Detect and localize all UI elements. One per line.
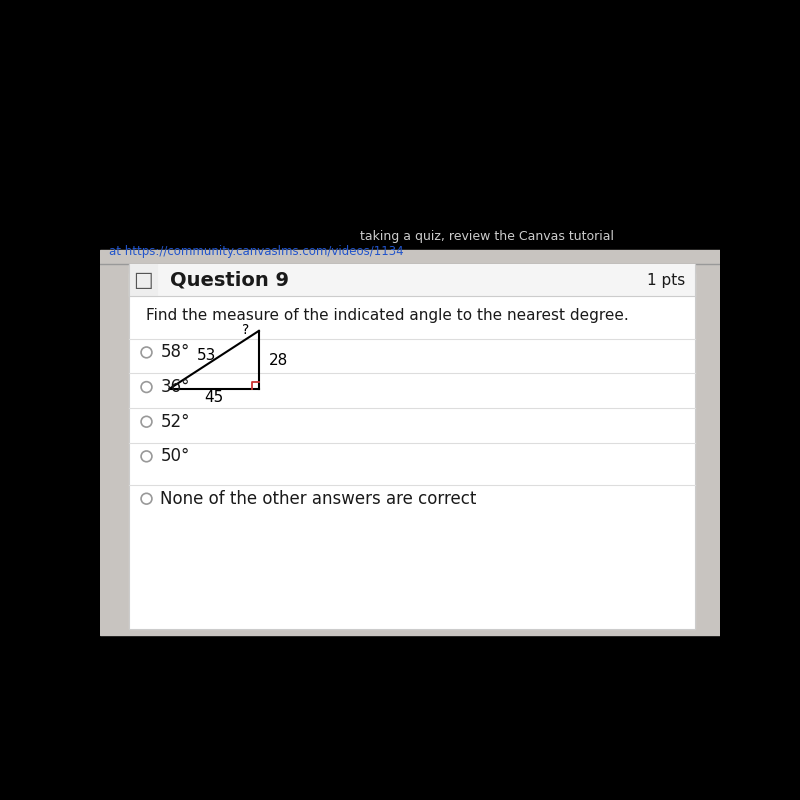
- Text: taking a quiz, review the Canvas tutorial: taking a quiz, review the Canvas tutoria…: [361, 230, 614, 242]
- Bar: [100, 250, 720, 635]
- Bar: [100, 96, 720, 250]
- Text: 50°: 50°: [161, 447, 190, 466]
- Bar: [130, 264, 158, 296]
- Text: 53: 53: [198, 348, 217, 363]
- Text: 58°: 58°: [161, 343, 190, 362]
- Text: ?: ?: [242, 323, 249, 337]
- Text: 45: 45: [204, 390, 223, 406]
- Bar: [130, 264, 695, 296]
- Text: 1 pts: 1 pts: [647, 273, 685, 287]
- Text: Question 9: Question 9: [170, 270, 289, 290]
- Text: at https://community.canvaslms.com/videos/1134: at https://community.canvaslms.com/video…: [110, 245, 404, 258]
- Text: 36°: 36°: [161, 378, 190, 396]
- Text: Find the measure of the indicated angle to the nearest degree.: Find the measure of the indicated angle …: [146, 308, 630, 323]
- Text: □: □: [134, 270, 154, 290]
- Text: None of the other answers are correct: None of the other answers are correct: [161, 490, 477, 508]
- Bar: [130, 273, 695, 629]
- Text: 28: 28: [269, 353, 288, 368]
- Text: 52°: 52°: [161, 413, 190, 430]
